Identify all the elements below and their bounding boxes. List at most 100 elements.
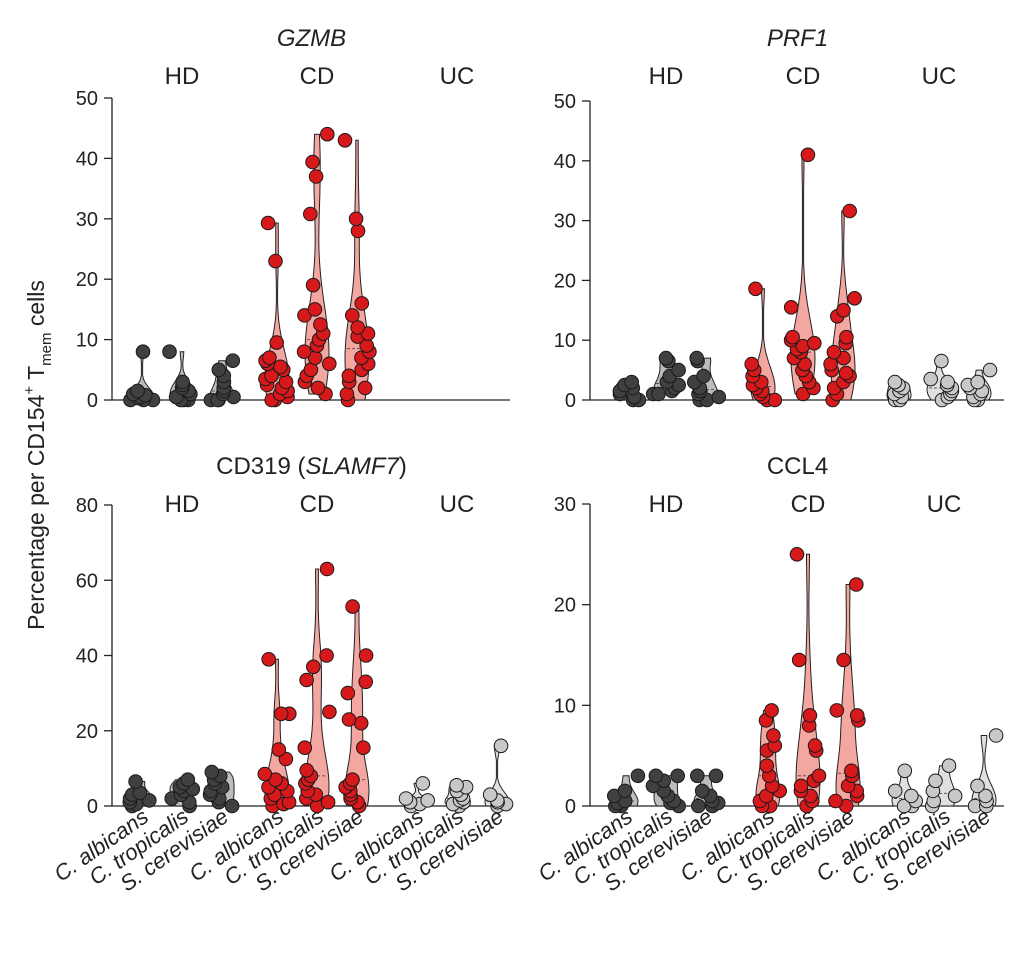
data-point-hd-s-cerevisiae-9	[204, 764, 220, 780]
y-tick-label-10: 10	[554, 330, 576, 352]
data-point-cd-c-tropicalis-17	[305, 154, 320, 170]
y-tick-label-20: 20	[76, 721, 98, 743]
data-point-cd-s-cerevisiae-4	[341, 368, 357, 384]
data-point-cd-c-albicans-10	[766, 728, 781, 743]
data-point-cd-s-cerevisiae-14	[345, 599, 360, 614]
data-point-hd-c-tropicalis-9	[162, 344, 177, 360]
y-tick-label-30: 30	[554, 211, 576, 233]
data-point-hd-c-tropicalis-8	[175, 374, 190, 390]
data-point-uc-c-tropicalis-8	[934, 353, 949, 369]
panel-gzmb: GZMB HD CD UC 0 10 20 30 40 50	[76, 25, 510, 412]
panel-title: CD319 (SLAMF7)	[216, 453, 407, 480]
data-point-cd-c-tropicalis-8	[807, 738, 823, 753]
group-label-uc: UC	[922, 63, 957, 90]
data-point-cd-c-albicans-15	[269, 335, 285, 350]
data-point-cd-c-tropicalis-4	[303, 362, 319, 378]
y-tick-label-0: 0	[565, 796, 576, 818]
data-point-cd-c-tropicalis-10	[802, 708, 818, 723]
data-point-cd-c-tropicalis-16	[308, 169, 324, 184]
data-point-cd-c-tropicalis-14	[800, 147, 816, 163]
data-point-cd-s-cerevisiae-17	[337, 133, 353, 148]
y-tick-label-0: 0	[565, 390, 576, 412]
panel-title-part-1: SLAMF7	[306, 453, 401, 480]
y-tick-label-30: 30	[76, 209, 98, 231]
data-point-hd-s-cerevisiae-1	[691, 798, 706, 814]
panel-title: GZMB	[277, 25, 346, 52]
data-point-uc-c-albicans-7	[887, 374, 903, 390]
data-point-hd-c-tropicalis-7	[648, 768, 664, 784]
data-point-uc-c-albicans-4	[887, 783, 903, 799]
data-point-cd-c-albicans-16	[268, 253, 283, 269]
data-point-cd-c-albicans-14	[261, 652, 277, 667]
data-point-cd-s-cerevisiae-14	[354, 296, 370, 311]
data-point-cd-c-albicans-11	[271, 742, 287, 757]
data-point-uc-c-tropicalis-4	[928, 773, 943, 789]
data-point-hd-s-cerevisiae-9	[211, 362, 227, 378]
data-point-cd-s-cerevisiae-7	[345, 772, 360, 788]
data-point-uc-c-tropicalis-6	[940, 374, 955, 390]
data-point-hd-c-albicans-8	[135, 344, 151, 360]
data-point-cd-c-albicans-12	[764, 703, 779, 718]
data-point-cd-s-cerevisiae-1	[828, 793, 843, 809]
violin-cd-c-tropicalis	[795, 553, 821, 807]
y-tick-label-10: 10	[554, 695, 576, 717]
y-tick-label-50: 50	[554, 91, 576, 113]
y-tick-label-20: 20	[554, 595, 576, 617]
data-point-cd-c-albicans-10	[744, 356, 760, 372]
group-label-uc: UC	[440, 63, 475, 90]
y-tick-label-40: 40	[76, 646, 98, 668]
data-point-cd-s-cerevisiae-8	[356, 740, 371, 756]
data-point-hd-c-albicans-6	[630, 768, 646, 784]
data-point-hd-s-cerevisiae-10	[225, 353, 241, 369]
data-point-hd-c-albicans-5	[617, 783, 633, 799]
data-point-hd-s-cerevisiae-7	[708, 768, 724, 784]
data-point-cd-c-tropicalis-1	[320, 794, 336, 810]
data-point-hd-c-tropicalis-1	[651, 386, 666, 402]
y-tick-label-30: 30	[554, 494, 576, 516]
data-point-uc-c-tropicalis-8	[449, 778, 464, 793]
data-point-uc-c-tropicalis-2	[947, 788, 963, 804]
data-point-cd-c-albicans-11	[273, 359, 288, 375]
data-point-cd-s-cerevisiae-11	[839, 329, 854, 345]
data-point-cd-s-cerevisiae-9	[826, 344, 842, 360]
data-point-cd-c-tropicalis-5	[322, 356, 337, 372]
panel-title-part-0: PRF1	[767, 25, 828, 52]
data-point-cd-s-cerevisiae-13	[836, 303, 851, 318]
data-point-uc-s-cerevisiae-5	[493, 738, 509, 754]
data-point-uc-s-cerevisiae-4	[970, 778, 985, 794]
group-label-cd: CD	[791, 491, 826, 518]
data-point-cd-c-tropicalis-11	[299, 672, 314, 688]
data-point-uc-c-albicans-3	[420, 793, 436, 808]
data-point-cd-s-cerevisiae-16	[348, 211, 364, 227]
data-point-cd-c-tropicalis-8	[299, 763, 315, 778]
data-point-hd-s-cerevisiae-2	[711, 389, 727, 405]
data-point-hd-s-cerevisiae-9	[689, 350, 705, 366]
y-axis-label-text: Percentage per CD154+ Tmem cells	[21, 280, 55, 630]
y-tick-label-0: 0	[87, 390, 98, 412]
y-tick-label-20: 20	[554, 270, 576, 292]
data-point-uc-c-albicans-3	[904, 788, 919, 804]
data-point-hd-c-albicans-3	[142, 793, 157, 808]
data-point-cd-s-cerevisiae-2	[357, 380, 373, 396]
data-point-cd-c-tropicalis-18	[320, 126, 335, 142]
data-point-cd-c-tropicalis-7	[296, 344, 312, 360]
group-label-cd: CD	[300, 63, 335, 90]
data-point-cd-c-tropicalis-13	[783, 300, 799, 315]
data-point-cd-c-albicans-7	[278, 374, 294, 390]
data-point-cd-c-tropicalis-11	[791, 652, 807, 668]
data-point-cd-c-tropicalis-12	[306, 659, 321, 675]
data-point-hd-c-albicans-7	[128, 774, 143, 789]
data-point-cd-s-cerevisiae-10	[836, 652, 851, 668]
y-tick-label-40: 40	[554, 151, 576, 173]
y-tick-label-20: 20	[76, 269, 98, 291]
data-point-cd-c-tropicalis-13	[307, 302, 323, 317]
group-label-uc: UC	[440, 491, 475, 518]
data-point-uc-c-tropicalis-7	[923, 371, 939, 387]
data-point-hd-c-tropicalis-8	[180, 772, 196, 788]
data-point-uc-s-cerevisiae-8	[982, 362, 998, 378]
panel-title-part-0: GZMB	[277, 25, 346, 52]
data-point-hd-c-albicans-7	[130, 383, 145, 399]
data-point-cd-c-tropicalis-12	[789, 547, 805, 562]
data-point-cd-s-cerevisiae-12	[350, 320, 366, 335]
